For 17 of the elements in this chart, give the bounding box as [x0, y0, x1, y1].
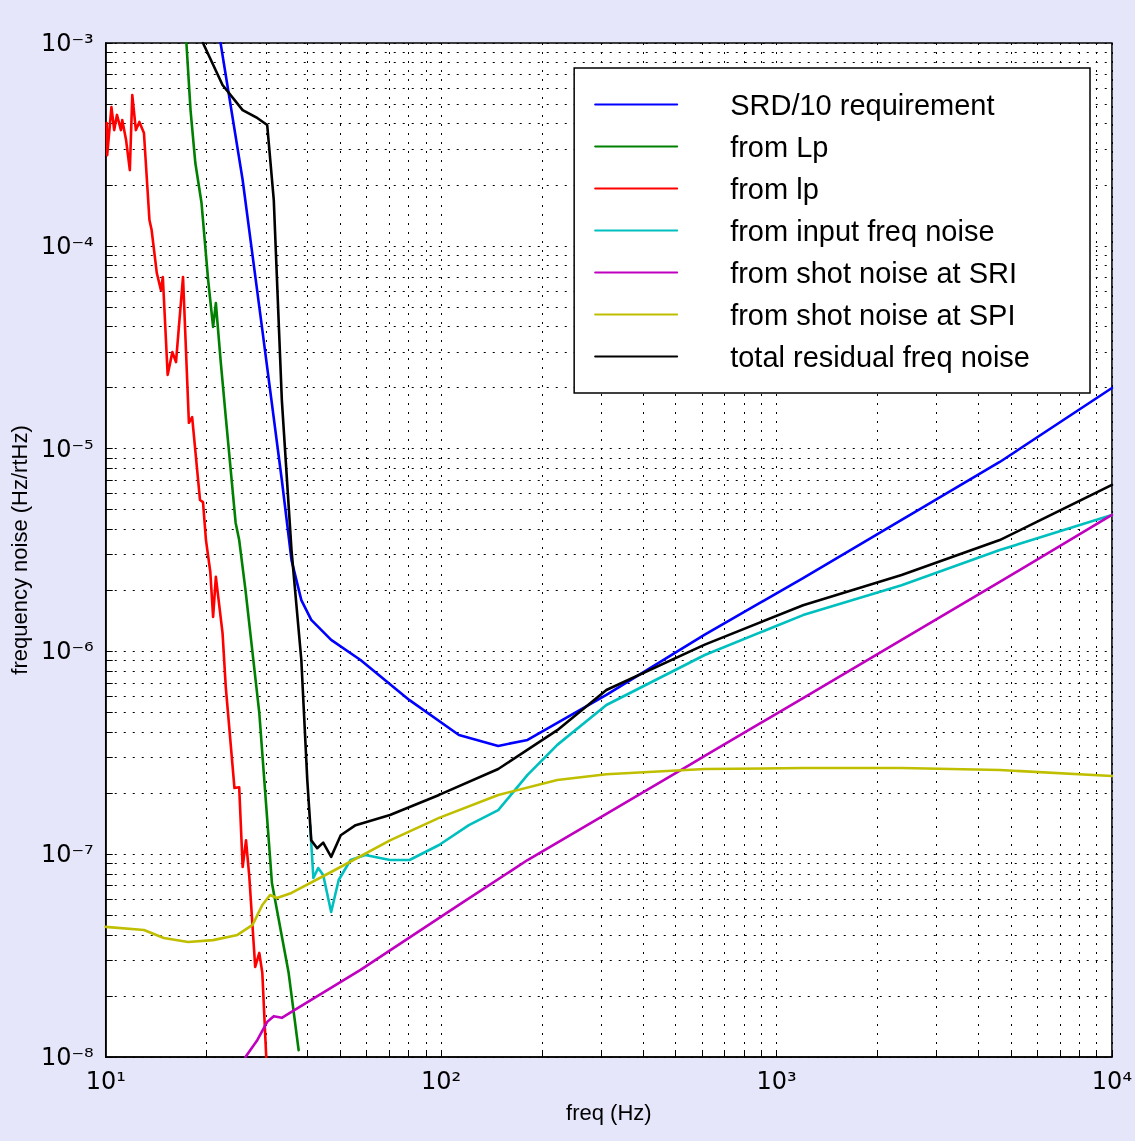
legend-label: SRD/10 requirement — [730, 88, 995, 121]
legend-label: from Lp — [730, 130, 829, 163]
legend-label: from shot noise at SRI — [730, 256, 1018, 289]
x-axis-title: freq (Hz) — [566, 1099, 652, 1125]
y-tick-label: 10⁻³ — [40, 29, 94, 57]
y-tick-label: 10⁻⁶ — [40, 637, 94, 666]
legend-label: from shot noise at SPI — [730, 298, 1016, 331]
y-axis-title: frequency noise (Hz/rtHz) — [6, 425, 32, 675]
legend-label: total residual freq noise — [730, 340, 1030, 373]
y-tick-label: 10⁻⁷ — [40, 840, 94, 869]
y-tick-label: 10⁻⁴ — [40, 231, 94, 260]
legend-label: from input freq noise — [730, 214, 995, 247]
y-tick-label: 10⁻⁵ — [40, 434, 94, 463]
x-tick-label: 10⁴ — [1091, 1067, 1133, 1095]
x-tick-label: 10³ — [756, 1067, 797, 1095]
legend-label: from lp — [730, 172, 819, 205]
x-tick-label: 10² — [421, 1067, 462, 1095]
